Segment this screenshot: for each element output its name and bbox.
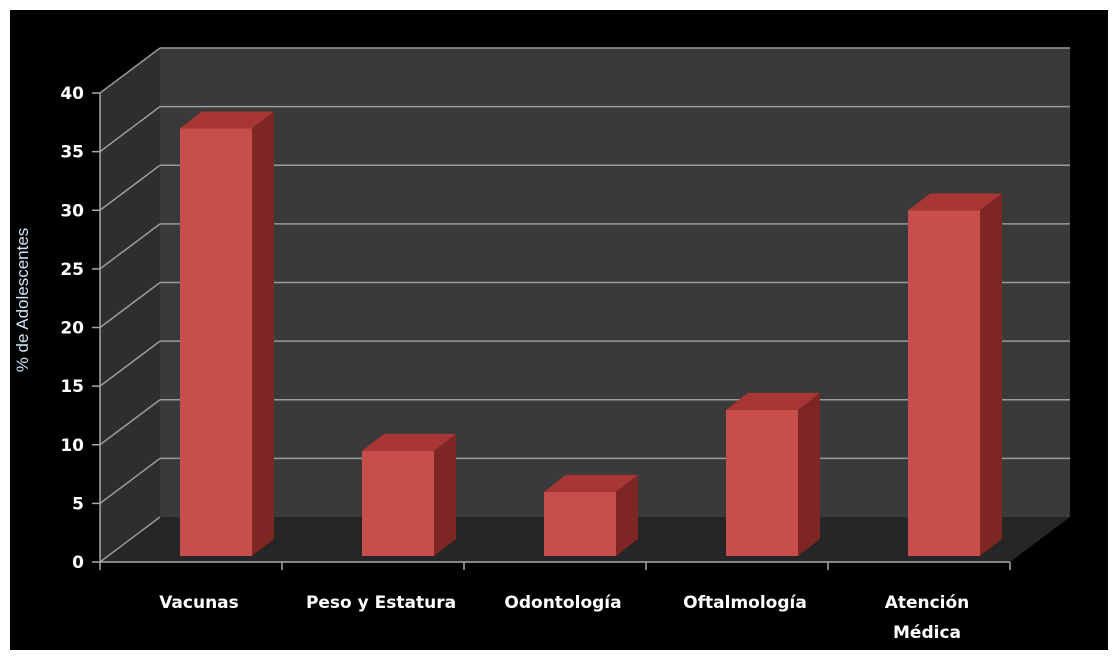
bar-front (544, 491, 616, 556)
x-category-label-line: Odontología (504, 593, 621, 613)
bar-top (908, 193, 1002, 211)
side-gridline (99, 340, 161, 387)
x-category-labels: Vacunas Peso y Estatura Odontología Oftalmo… (159, 593, 969, 643)
x-category-label: Vacunas (159, 593, 239, 613)
side-gridline (99, 47, 161, 94)
bar-front (726, 409, 798, 556)
bars (180, 111, 1002, 556)
y-axis-title: % de Adolescentes (13, 228, 32, 373)
y-tick-label: 15 (60, 377, 84, 397)
side-gridline (99, 457, 161, 504)
side-gridline (99, 106, 161, 153)
bar-side (434, 433, 456, 556)
x-category-label: Peso y Estatura (306, 593, 456, 613)
bar-chart: 0 5 10 15 20 25 30 35 40 Vacunas Peso y Estatura O… (10, 10, 1108, 650)
bar-front (908, 210, 980, 556)
y-tick-label: 25 (60, 260, 84, 280)
bar-side (980, 193, 1002, 556)
bar-side (252, 111, 274, 556)
axes (92, 92, 1011, 570)
y-tick-label: 0 (72, 553, 84, 573)
chart-frame: 0 5 10 15 20 25 30 35 40 Vacunas Peso y Estatura O… (10, 10, 1108, 650)
bar-side (616, 474, 638, 556)
bar-top (180, 111, 274, 129)
bar (908, 193, 1002, 556)
bar (544, 474, 638, 556)
y-tick-label: 5 (72, 494, 84, 514)
y-tick-label: 30 (60, 201, 84, 221)
side-gridline (99, 516, 161, 563)
y-tick-label: 10 (60, 436, 84, 456)
bar-side (798, 392, 820, 556)
side-gridline (99, 399, 161, 446)
x-category-label: Odontología (504, 593, 621, 613)
x-category-label-line: Médica (893, 623, 961, 643)
x-category-label-line: Atención (885, 593, 970, 613)
bar (362, 433, 456, 556)
x-category-label-line: Oftalmología (683, 593, 807, 613)
bar (726, 392, 820, 556)
bar (180, 111, 274, 556)
bar-front (362, 450, 434, 556)
x-category-label-line: Vacunas (159, 593, 239, 613)
y-tick-label: 20 (60, 319, 84, 339)
bar-top (362, 433, 456, 451)
y-tick-labels: 0 5 10 15 20 25 30 35 40 (60, 84, 84, 573)
bar-top (726, 392, 820, 410)
x-category-label-line: Peso y Estatura (306, 593, 456, 613)
bar-top (544, 474, 638, 492)
x-category-label: Oftalmología (683, 593, 807, 613)
bar-front (180, 128, 252, 556)
x-category-label: Atención Médica (885, 593, 970, 643)
side-gridline (99, 223, 161, 270)
side-gridline (99, 164, 161, 211)
side-gridline (99, 281, 161, 329)
y-tick-label: 35 (60, 143, 84, 163)
y-tick-label: 40 (60, 84, 84, 104)
